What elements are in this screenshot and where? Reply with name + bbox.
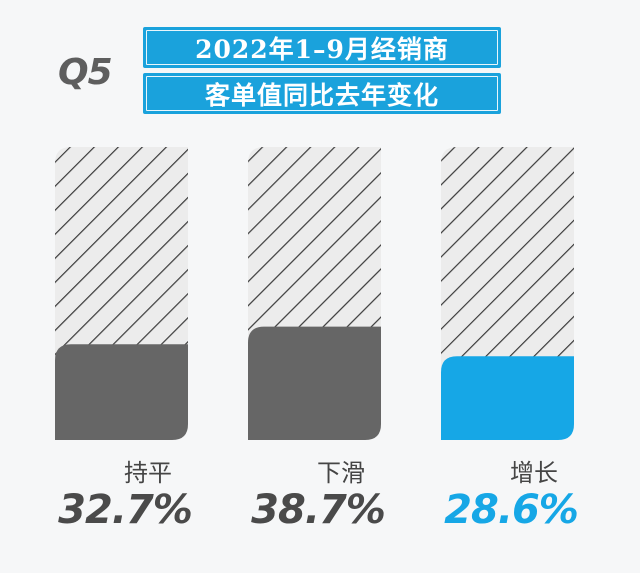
question-number: Q5: [58, 52, 113, 93]
bar-2: [248, 326, 381, 440]
bar-3: [441, 356, 574, 440]
value-label-3: 28.6%: [444, 487, 579, 533]
chart-title-line-1: 2022年1–9月经销商: [143, 27, 501, 68]
bar-1: [55, 344, 188, 440]
category-label-1: 持平: [124, 459, 172, 487]
category-label-2: 下滑: [317, 459, 365, 487]
value-label-2: 38.7%: [251, 487, 386, 533]
category-label-3: 增长: [510, 459, 558, 487]
value-label-1: 32.7%: [58, 487, 193, 533]
chart-title-line-2: 客单值同比去年变化: [143, 73, 501, 114]
